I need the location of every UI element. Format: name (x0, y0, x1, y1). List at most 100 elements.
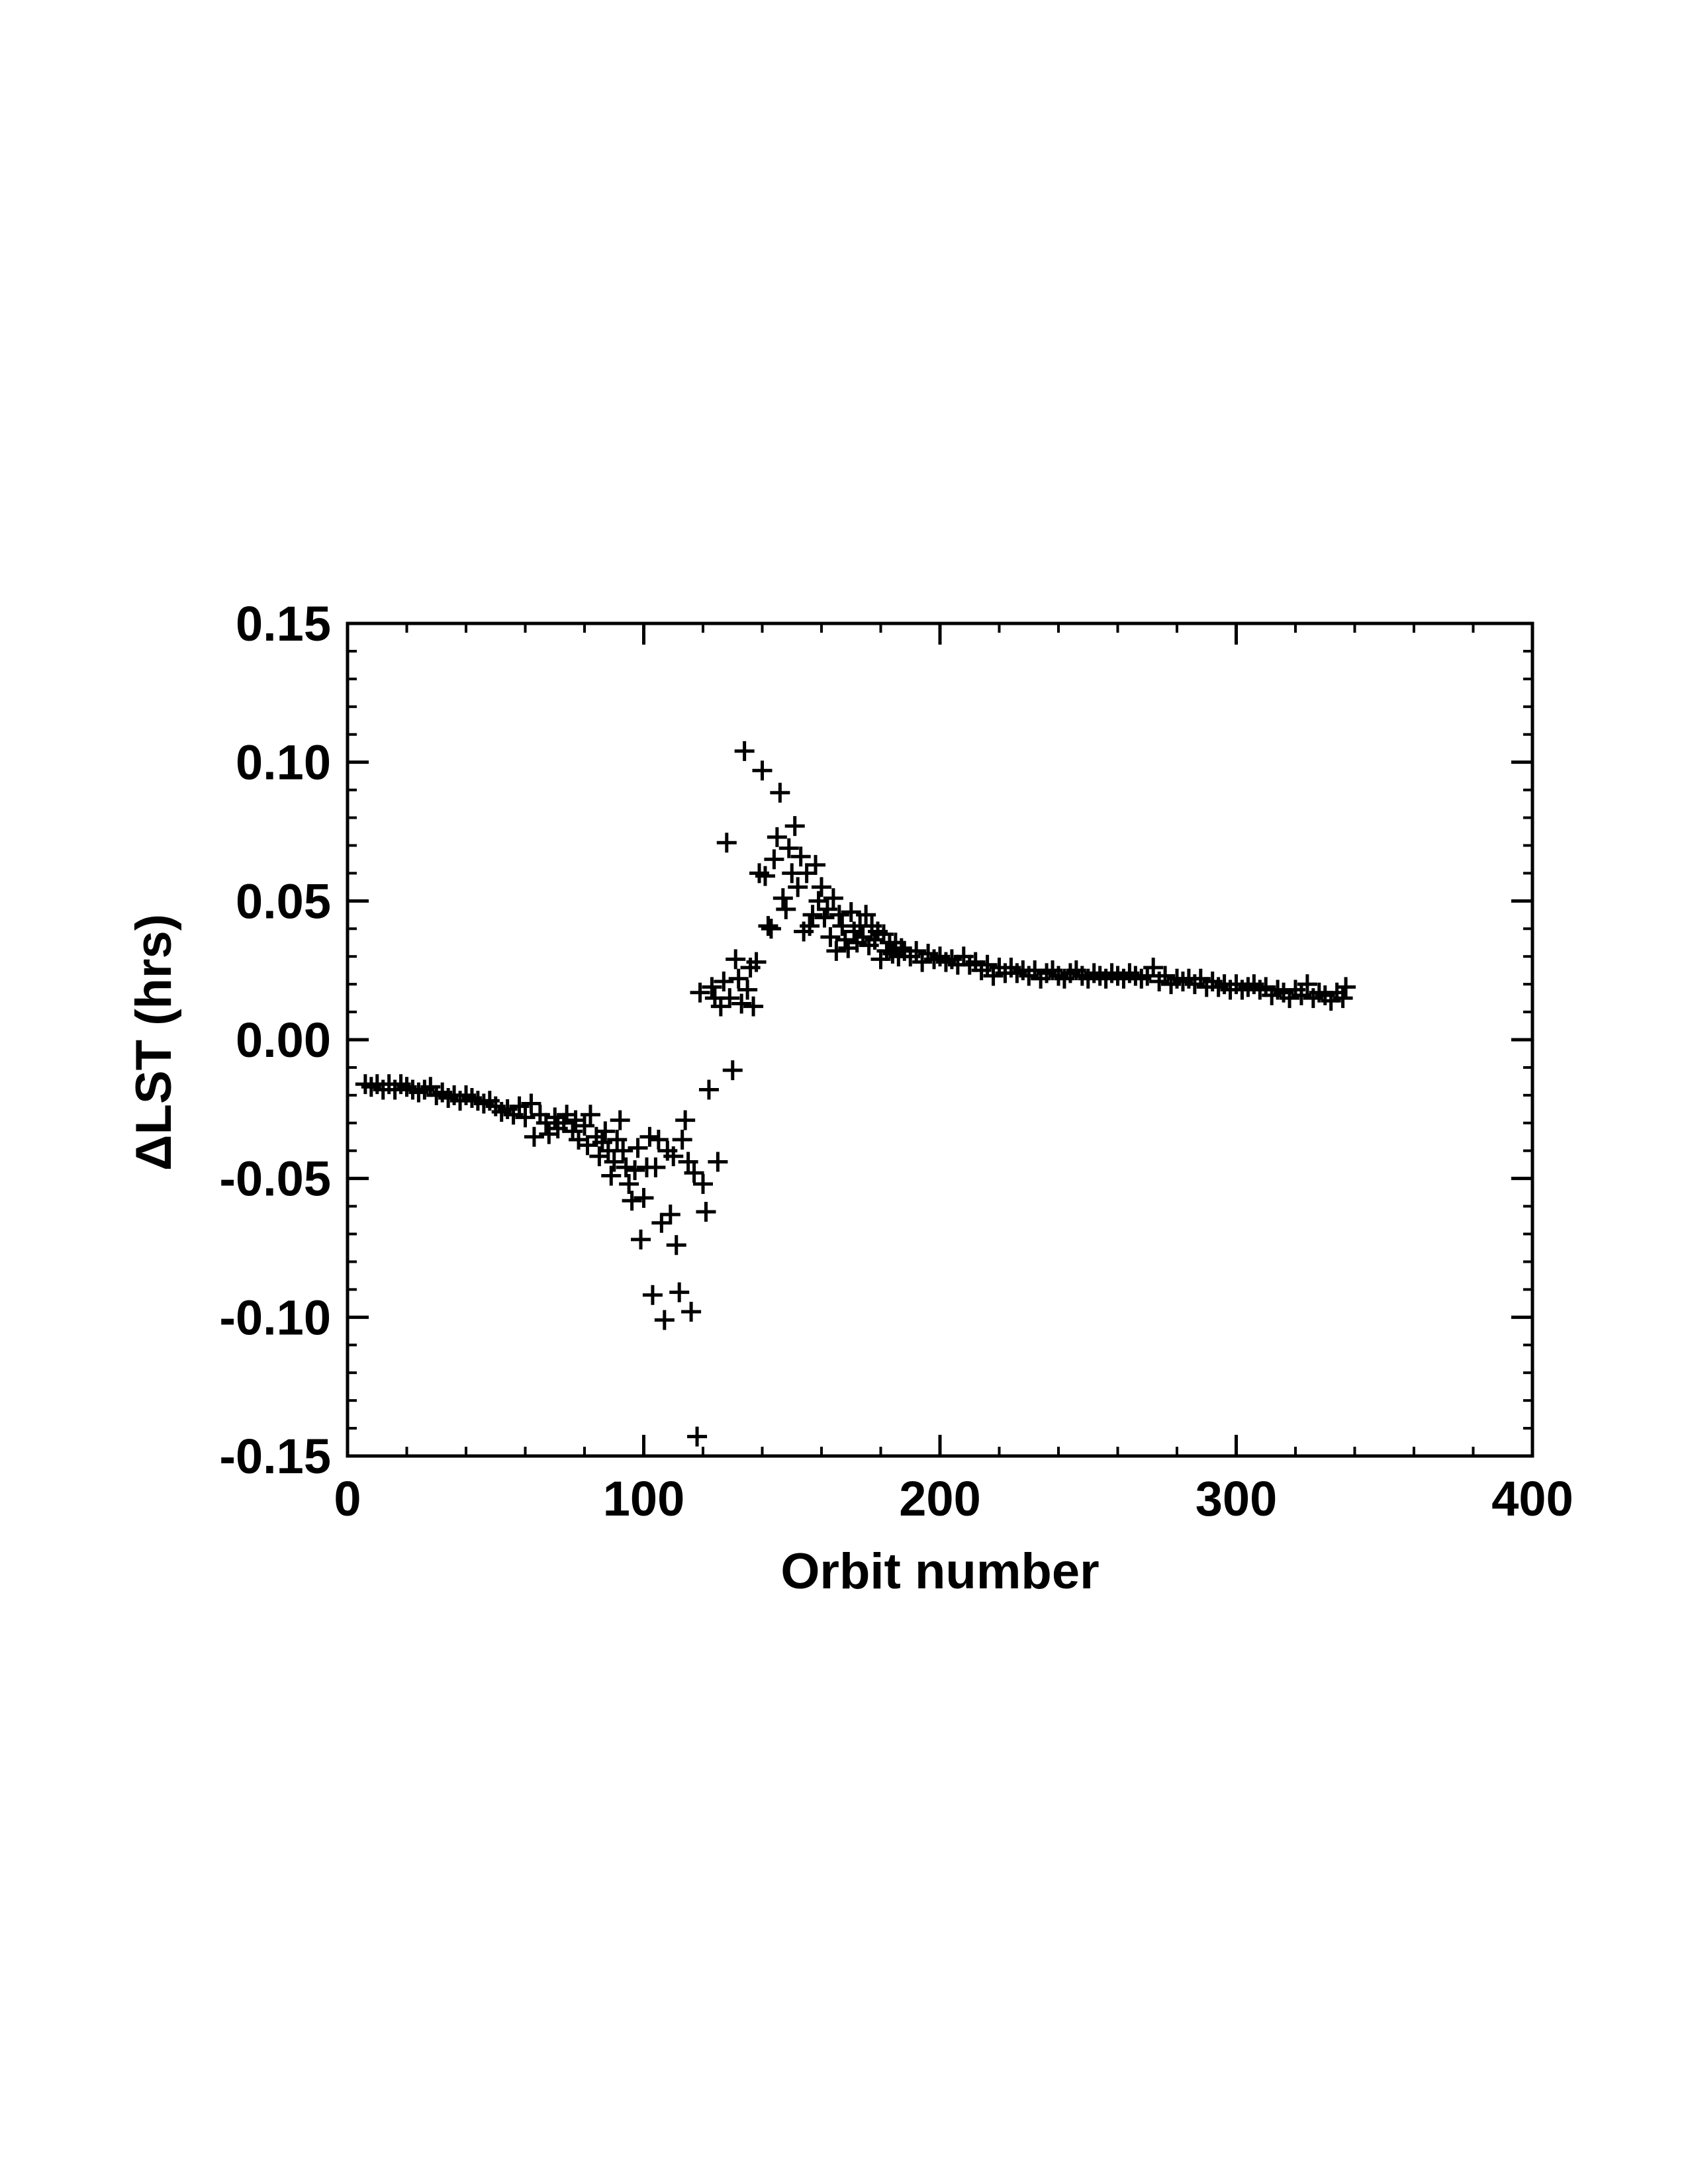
y-minor-ticks (348, 622, 1532, 1457)
y-major-ticks (348, 621, 1532, 1458)
data-point (577, 1135, 598, 1156)
data-point (1333, 988, 1353, 1009)
data-point (773, 888, 793, 909)
data-point (737, 979, 758, 1000)
data-point (702, 977, 722, 997)
data-point (675, 1110, 696, 1130)
data-point (633, 1188, 654, 1208)
x-tick-label: 200 (899, 1471, 980, 1526)
data-point (651, 1212, 672, 1233)
data-point (698, 1079, 719, 1100)
data-point (823, 888, 843, 909)
data-point (575, 1115, 594, 1136)
data-point (820, 927, 841, 947)
data-point (977, 954, 998, 975)
data-point (767, 827, 787, 847)
data-point (595, 1121, 616, 1142)
x-tick-label: 0 (334, 1471, 361, 1526)
data-point (746, 952, 767, 972)
data-point (607, 1129, 628, 1150)
data-point (743, 996, 764, 1017)
data-point (684, 1163, 704, 1183)
data-point (731, 993, 752, 1014)
data-point (778, 838, 799, 858)
data-point (613, 1140, 633, 1161)
data-point (642, 1285, 663, 1305)
data-point (817, 899, 837, 919)
y-tick-label: 0.15 (236, 596, 331, 651)
data-point (696, 1201, 716, 1222)
data-point (891, 938, 912, 958)
data-point (806, 854, 826, 875)
y-axis-label: ΔLST (hrs) (126, 914, 182, 1171)
data-point (734, 741, 755, 761)
data-point (832, 916, 853, 936)
data-point (812, 877, 831, 897)
data-point (622, 1191, 642, 1211)
data-point (770, 782, 790, 803)
data-point (835, 930, 855, 950)
data-point (1297, 974, 1317, 995)
data-point (687, 1426, 708, 1447)
y-tick-labels: -0.15 -0.10 -0.05 0.00 0.05 0.10 0.15 (219, 596, 331, 1484)
data-point (728, 968, 749, 989)
data-point (752, 760, 773, 781)
data-point (784, 816, 805, 837)
data-point (708, 1152, 728, 1172)
data-point (826, 940, 847, 961)
data-point (648, 1129, 669, 1150)
data-point (524, 1126, 544, 1147)
data-point (802, 905, 823, 925)
y-tick-label: 0.10 (236, 735, 331, 790)
data-point (796, 863, 817, 884)
data-point (710, 996, 731, 1017)
data-point (610, 1110, 630, 1130)
x-tick-label: 300 (1196, 1471, 1277, 1526)
data-point (663, 1146, 684, 1167)
data-point (625, 1160, 645, 1181)
x-tick-labels: 0 100 200 300 400 (334, 1471, 1573, 1526)
data-point (788, 877, 808, 897)
plot-frame (346, 621, 1534, 1458)
y-tick-label: -0.15 (219, 1429, 331, 1484)
data-point (720, 988, 740, 1009)
data-point (808, 891, 829, 911)
data-point (660, 1205, 680, 1225)
data-point (645, 1157, 666, 1177)
data-point (761, 919, 781, 939)
data-point (693, 1174, 713, 1195)
data-point (639, 1126, 660, 1147)
x-tick-label: 400 (1491, 1471, 1573, 1526)
data-point (716, 833, 737, 853)
data-point (553, 1113, 574, 1133)
x-tick-label: 100 (603, 1471, 684, 1526)
y-tick-label: 0.05 (236, 874, 331, 929)
data-point (1143, 957, 1164, 978)
x-minor-ticks (346, 623, 1534, 1456)
data-point (666, 1235, 686, 1255)
data-point (755, 866, 775, 886)
data-point (678, 1152, 698, 1172)
data-point (856, 905, 876, 925)
data-point (515, 1107, 536, 1128)
x-axis-label: Orbit number (780, 1543, 1099, 1600)
data-point (509, 1096, 530, 1116)
y-tick-label: -0.10 (219, 1290, 331, 1345)
data-point (690, 982, 710, 1003)
data-point (580, 1105, 600, 1125)
data-point (841, 902, 861, 923)
data-point (628, 1138, 648, 1158)
data-point (601, 1165, 622, 1186)
data-point (631, 1229, 651, 1250)
data-point (764, 849, 784, 870)
data-point (669, 1282, 690, 1302)
data-point (790, 846, 811, 867)
data-point (1291, 985, 1311, 1005)
data-point (814, 907, 835, 928)
data-point (672, 1129, 692, 1150)
data-point (619, 1174, 639, 1195)
data-points (355, 741, 1356, 1447)
data-point (722, 1060, 743, 1081)
data-point (758, 916, 778, 936)
data-point (906, 940, 927, 961)
